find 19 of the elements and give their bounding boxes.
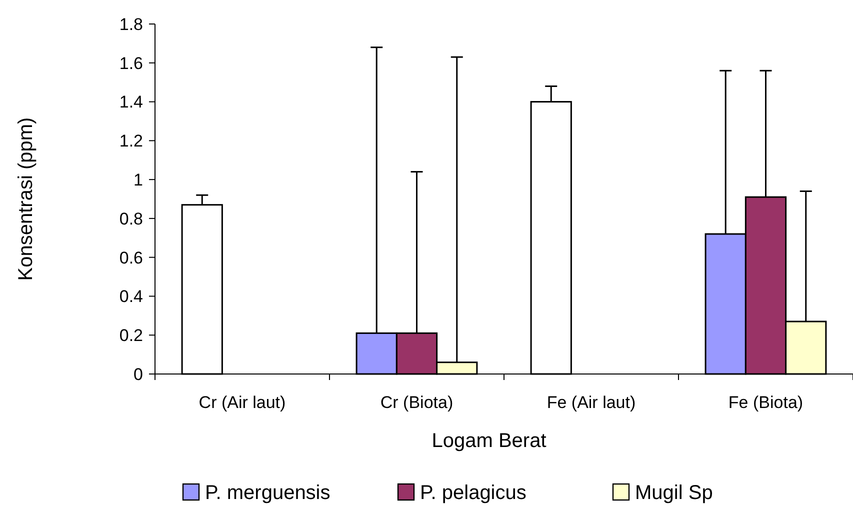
y-tick-label: 1.2 — [119, 132, 143, 151]
y-tick-label: 1 — [134, 170, 143, 190]
x-tick-label: Cr (Biota) — [380, 393, 454, 412]
x-tick-label: Fe (Air laut) — [546, 393, 636, 412]
y-tick-label: 0 — [134, 364, 143, 384]
y-tick-label: 1.8 — [119, 14, 143, 34]
y-tick-label: 1.6 — [119, 54, 143, 73]
y-tick-label: 0.4 — [119, 287, 143, 306]
x-axis-title: Logam Berat — [432, 430, 547, 452]
y-tick-label: 1.4 — [119, 92, 143, 112]
x-tick-label: Fe (Biota) — [728, 393, 804, 412]
legend-label: P. pelagicus — [420, 482, 526, 504]
y-tick-label: 0.8 — [119, 209, 143, 228]
y-tick-label: 0.2 — [119, 326, 143, 346]
legend-label: Mugil Sp — [635, 482, 713, 504]
x-tick-label: Cr (Air laut) — [198, 393, 286, 412]
y-axis-title: Konsentrasi (ppm) — [15, 117, 37, 281]
y-tick-label: 0.6 — [119, 248, 143, 268]
legend-label: P. merguensis — [205, 482, 330, 504]
